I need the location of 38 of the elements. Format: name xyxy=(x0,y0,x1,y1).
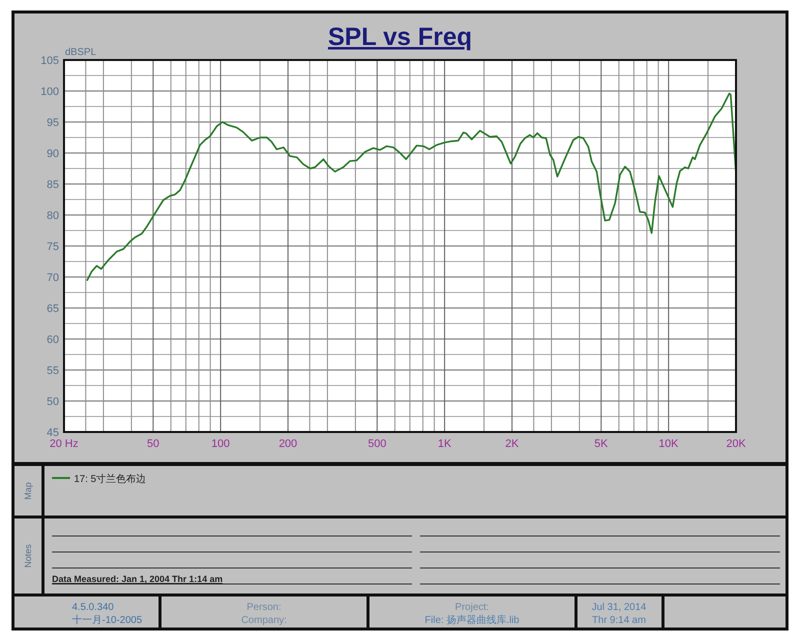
y-tick-label: 60 xyxy=(46,334,59,346)
y-tick-label: 95 xyxy=(46,117,59,129)
x-tick-label: 2K xyxy=(505,438,520,450)
chart-title: SPL vs Freq xyxy=(328,23,472,51)
y-tick-label: 45 xyxy=(46,427,59,439)
legend: 17: 5寸兰色布边 xyxy=(52,474,146,485)
x-tick-label: 10K xyxy=(658,438,680,450)
text: Data Measured: Jan 1, 2004 Thr 1:14 am xyxy=(52,574,223,584)
y-tick-label: 105 xyxy=(40,55,59,67)
y-axis-title: dBSPL xyxy=(65,47,97,58)
text: Person: xyxy=(246,602,282,613)
x-tick-label: 1K xyxy=(438,438,452,450)
x-tick-label: 20 Hz xyxy=(50,438,78,450)
x-tick-label: 500 xyxy=(368,438,386,450)
text: Notes xyxy=(23,544,33,568)
y-tick-label: 85 xyxy=(46,179,59,191)
x-tick-label: 50 xyxy=(147,438,160,450)
y-tick-label: 55 xyxy=(46,365,59,377)
y-tick-label: 80 xyxy=(46,210,59,222)
text: File: 扬声器曲线库.lib xyxy=(424,614,520,626)
text: Map xyxy=(23,482,33,500)
y-tick-label: 70 xyxy=(46,272,59,284)
x-tick-label: 100 xyxy=(211,438,230,450)
y-tick-label: 75 xyxy=(46,241,59,253)
x-tick-label: 5K xyxy=(594,438,609,450)
text: Jul 31, 2014 xyxy=(592,602,647,613)
text: Company: xyxy=(241,615,287,626)
y-tick-label: 90 xyxy=(46,148,59,160)
y-tick-label: 65 xyxy=(46,303,59,315)
x-tick-label: 200 xyxy=(278,438,298,450)
text: 4.5.0.340 xyxy=(72,602,114,613)
y-tick-label: 100 xyxy=(40,86,59,98)
y-tick-label: 50 xyxy=(46,396,59,408)
x-tick-label: 20K xyxy=(726,438,746,450)
text: Thr 9:14 am xyxy=(592,615,646,626)
text: 十一月-10-2005 xyxy=(72,614,142,626)
legend-label: 17: 5寸兰色布边 xyxy=(74,473,146,485)
text: Project: xyxy=(455,602,489,613)
